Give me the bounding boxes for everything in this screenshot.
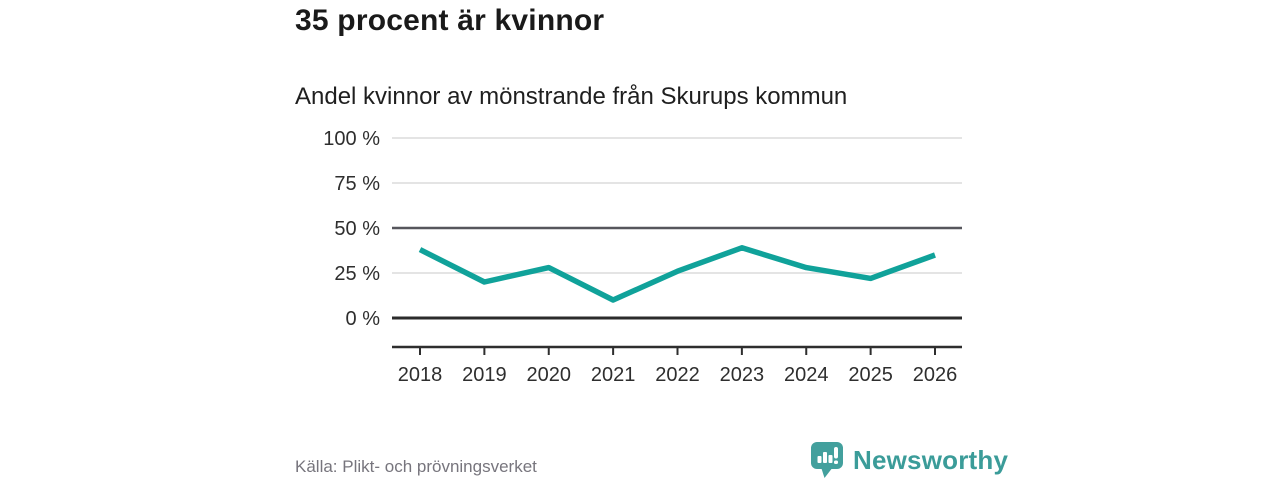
x-tick-label-2025: 2025: [848, 364, 893, 386]
source-attribution: Källa: Plikt- och prövningsverket: [295, 457, 537, 476]
line-chart-canvas: 0 % 25 % 50 % 75 % 100 % 2018 2019 2020 2021 2022…: [323, 128, 962, 386]
x-tick-label-2024: 2024: [784, 364, 829, 386]
data-line-andel-kvinnor: [418, 245, 936, 303]
x-tick-label-2023: 2023: [720, 364, 765, 386]
x-tick-label-2020: 2020: [527, 364, 572, 386]
y-tick-label-100: 100 %: [323, 128, 380, 150]
x-tick-label-2022: 2022: [655, 364, 700, 386]
y-tick-label-50: 50 %: [334, 218, 380, 240]
chart-title: 35 procent är kvinnor: [295, 4, 605, 37]
x-tick-label-2021: 2021: [591, 364, 636, 386]
newsworthy-logo: Newsworthy: [810, 441, 1008, 479]
x-tick-label-2019: 2019: [462, 364, 507, 386]
newsworthy-logo-text: Newsworthy: [853, 444, 1009, 475]
y-tick-label-0: 0 %: [346, 308, 381, 330]
x-tick-label-2026: 2026: [913, 364, 958, 386]
x-tick-label-2018: 2018: [398, 364, 443, 386]
y-tick-label-25: 25 %: [334, 263, 380, 285]
newsworthy-logo-icon: [811, 442, 843, 478]
y-tick-label-75: 75 %: [334, 173, 380, 195]
chart-subtitle: Andel kvinnor av mönstrande från Skurups…: [295, 83, 848, 110]
